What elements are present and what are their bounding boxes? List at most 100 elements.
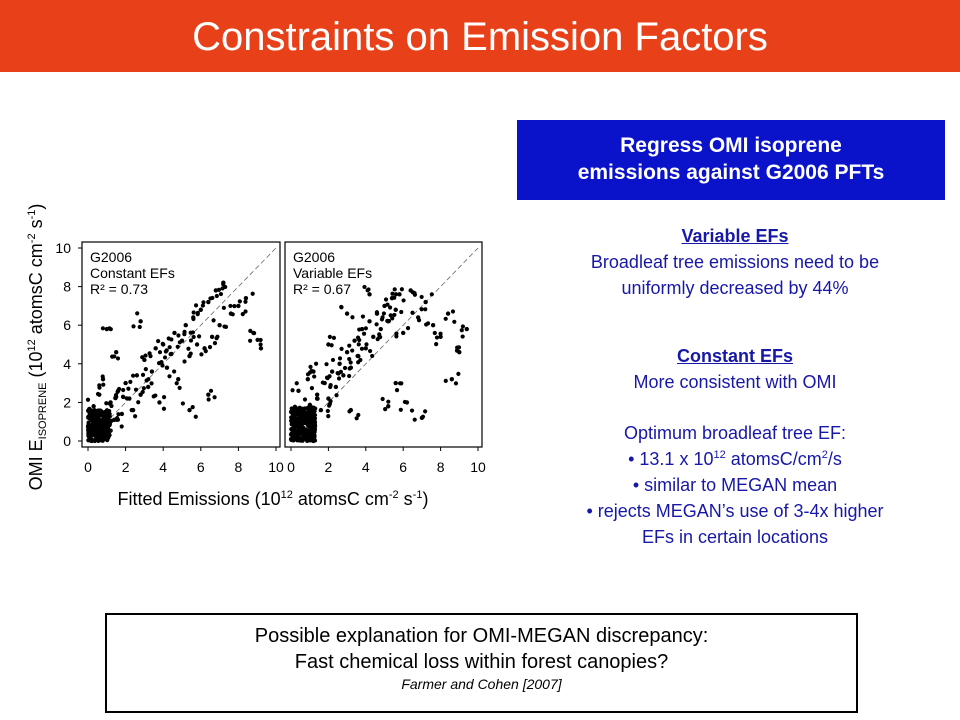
page-title: Constraints on Emission Factors — [192, 15, 768, 59]
data-point — [130, 373, 136, 378]
b1-sup: 12 — [713, 449, 726, 461]
optimum-bullet-3: • rejects MEGAN’s use of 3-4x higher — [586, 501, 884, 521]
data-point — [357, 327, 362, 332]
data-point — [101, 382, 106, 387]
data-point — [367, 292, 372, 297]
data-point — [393, 292, 399, 297]
y-tick-label: 4 — [63, 356, 71, 372]
data-point — [364, 342, 369, 347]
data-point — [243, 295, 249, 301]
data-point — [114, 350, 119, 355]
data-point — [443, 316, 448, 321]
x-tick-label: 8 — [437, 459, 445, 475]
plot-frame-2 — [284, 241, 483, 448]
data-point — [169, 351, 174, 356]
data-point — [370, 353, 375, 359]
data-point — [212, 341, 218, 346]
data-point — [350, 348, 355, 353]
data-point — [206, 299, 211, 305]
b1-pre: • 13.1 x 10 — [628, 449, 714, 469]
data-point — [216, 287, 222, 292]
data-point — [133, 414, 138, 419]
cluster-point — [295, 438, 300, 443]
data-point — [193, 414, 198, 419]
data-point — [108, 428, 113, 433]
data-point — [385, 302, 390, 307]
data-point — [198, 307, 203, 312]
data-point — [172, 330, 177, 336]
data-point — [336, 371, 341, 376]
data-point — [329, 369, 335, 374]
data-point — [180, 401, 186, 406]
data-point — [309, 368, 314, 373]
data-point — [452, 319, 457, 324]
data-point — [153, 346, 158, 351]
data-point — [423, 409, 428, 414]
data-point — [356, 412, 361, 418]
data-point — [337, 356, 343, 361]
x-tick-label: 10 — [470, 459, 486, 475]
data-point — [97, 435, 102, 440]
data-point — [220, 286, 225, 291]
data-point — [301, 418, 306, 423]
data-point — [394, 388, 400, 393]
ylabel-mid3: s — [26, 219, 46, 233]
data-point — [327, 374, 332, 379]
data-point — [120, 394, 126, 399]
data-point — [334, 393, 339, 398]
data-point — [367, 319, 372, 324]
data-point — [363, 326, 368, 331]
data-point — [105, 412, 110, 417]
data-point — [460, 324, 466, 329]
data-point — [206, 392, 211, 397]
data-point — [217, 323, 222, 328]
optimum-bullet-3b: EFs in certain locations — [641, 527, 829, 547]
data-point — [453, 381, 459, 386]
data-point — [176, 377, 181, 382]
b1-post: /s — [827, 449, 842, 469]
data-point — [443, 378, 448, 384]
ylabel-sup2: -2 — [26, 233, 38, 243]
data-point — [203, 349, 208, 354]
data-point — [438, 334, 443, 339]
cluster-point — [304, 415, 309, 420]
data-point — [318, 407, 324, 413]
data-point — [183, 323, 188, 328]
data-point — [362, 284, 367, 290]
data-point — [188, 338, 194, 343]
data-point — [137, 324, 142, 330]
data-point — [355, 335, 361, 340]
data-point — [141, 386, 146, 391]
y-tick-label: 0 — [63, 433, 71, 449]
data-point — [95, 430, 100, 435]
data-point — [383, 406, 388, 412]
data-point — [325, 408, 330, 414]
data-point — [387, 305, 393, 310]
data-point — [381, 311, 386, 316]
data-point — [87, 430, 93, 435]
panel-annotation-2: R² = 0.67 — [293, 281, 351, 297]
data-point — [95, 391, 101, 397]
data-point — [354, 416, 359, 421]
data-point — [248, 338, 253, 343]
data-point — [177, 340, 182, 345]
data-point — [156, 338, 161, 344]
y-tick-label: 10 — [55, 240, 71, 256]
data-point — [347, 356, 352, 362]
plot-frame-1 — [81, 241, 281, 448]
data-point — [102, 419, 107, 425]
constant-efs-section: Constant EFs More consistent with OMI — [515, 343, 955, 395]
y-tick-label: 2 — [63, 394, 71, 410]
data-point — [121, 387, 126, 393]
data-point — [188, 330, 193, 335]
data-point — [143, 353, 148, 358]
data-point — [326, 414, 331, 419]
data-point — [309, 386, 315, 391]
data-point — [250, 291, 255, 296]
data-point — [296, 411, 301, 416]
data-point — [438, 331, 443, 336]
ylabel-sub: ISOPRENE — [37, 383, 49, 440]
data-point — [360, 314, 366, 319]
data-point — [348, 360, 353, 365]
data-point — [117, 386, 122, 392]
